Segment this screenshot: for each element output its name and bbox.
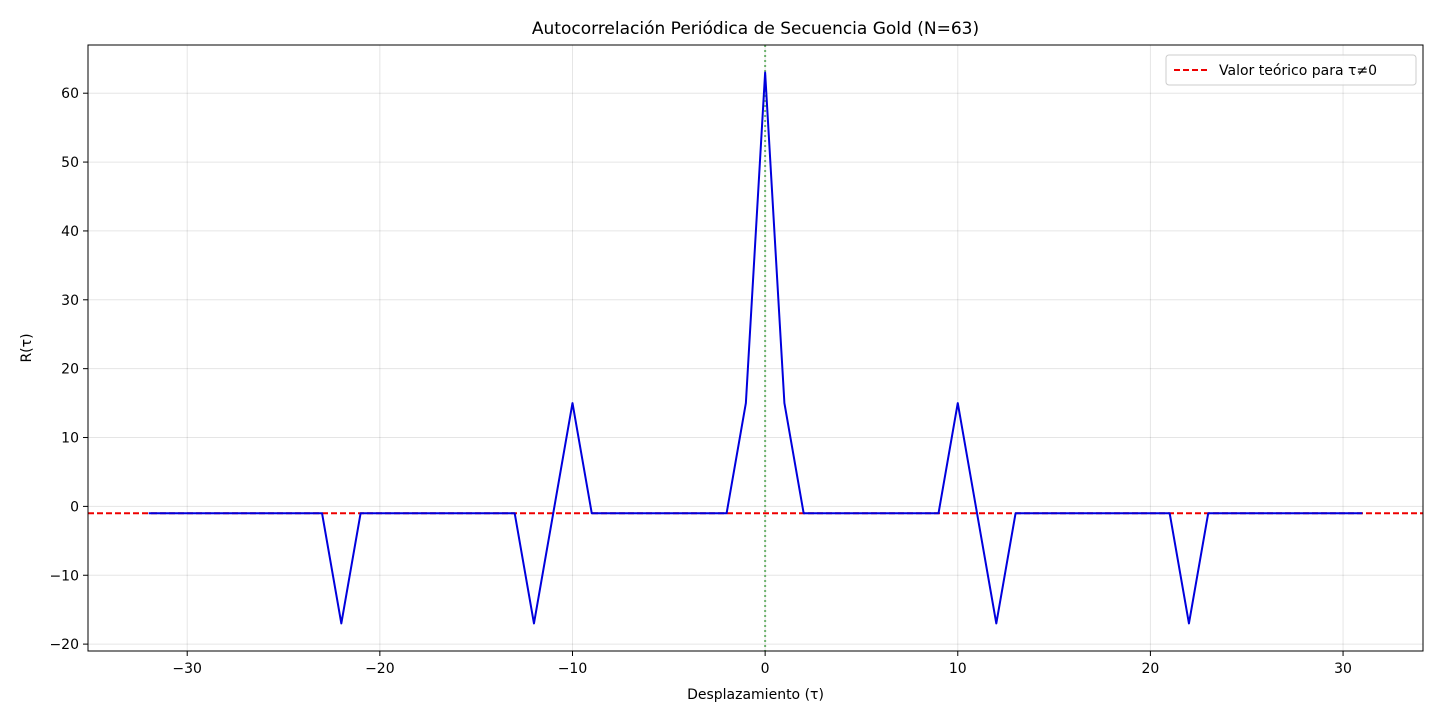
chart-title: Autocorrelación Periódica de Secuencia G… <box>532 19 979 39</box>
y-tick-label: 20 <box>61 362 79 378</box>
plot-frame <box>87 44 1424 652</box>
x-axis-ticks: −30 −20 −10 0 10 20 30 <box>172 651 1352 677</box>
y-tick-label: 30 <box>61 293 79 309</box>
legend: Valor teórico para τ≠0 <box>1165 54 1417 86</box>
legend-label: Valor teórico para τ≠0 <box>1219 63 1377 79</box>
series-line <box>148 71 1363 625</box>
y-tick-label: 60 <box>61 86 79 102</box>
y-tick-label: 50 <box>61 155 79 171</box>
x-tick-label: 0 <box>761 661 770 677</box>
y-axis-label: R(τ) <box>19 333 35 362</box>
x-tick-label: 30 <box>1334 661 1352 677</box>
y-axis-ticks: −20 −10 0 10 20 30 40 50 60 <box>49 86 88 653</box>
series-layer <box>148 71 1363 625</box>
y-tick-label: −10 <box>49 568 79 584</box>
y-tick-label: 10 <box>61 431 79 447</box>
y-tick-label: −20 <box>49 637 79 653</box>
y-tick-label: 40 <box>61 224 79 240</box>
legend-box <box>1165 54 1417 86</box>
x-axis-label: Desplazamiento (τ) <box>687 687 824 703</box>
x-tick-label: −10 <box>558 661 588 677</box>
x-tick-label: 10 <box>949 661 967 677</box>
x-tick-label: −30 <box>172 661 202 677</box>
x-tick-label: 20 <box>1141 661 1159 677</box>
y-tick-label: 0 <box>70 499 79 515</box>
x-tick-label: −20 <box>365 661 395 677</box>
reference-lines <box>88 45 1423 651</box>
